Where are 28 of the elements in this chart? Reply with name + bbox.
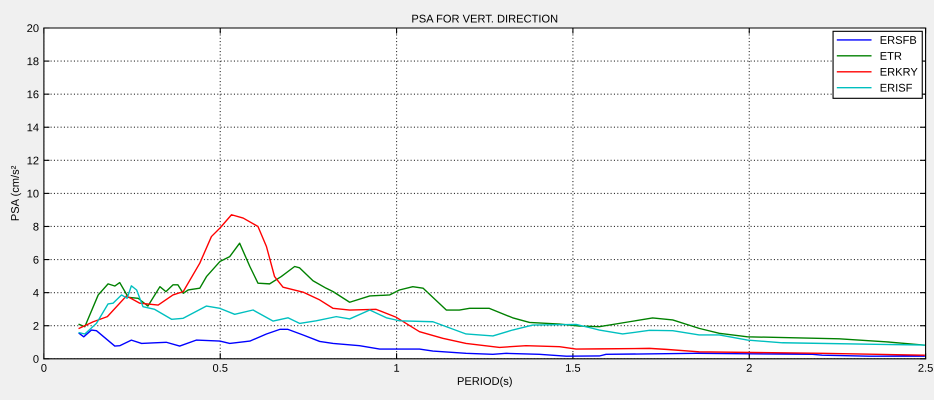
legend-label: ETR [880, 52, 902, 60]
y-tick-label: 14 [28, 124, 39, 132]
x-tick-label: 1 [394, 364, 400, 372]
legend-label: ERKRY [880, 68, 918, 76]
y-axis-title: PSA (cm/s² [10, 166, 22, 220]
y-tick-label: 10 [28, 190, 39, 198]
chart-title: PSA FOR VERT. DIRECTION [412, 14, 558, 23]
y-tick-label: 4 [33, 289, 39, 297]
y-tick-label: 6 [33, 256, 39, 264]
x-tick-label: 0.5 [212, 364, 228, 372]
x-tick-label: 0 [41, 364, 47, 372]
legend-label: ERISF [880, 84, 912, 92]
x-tick-label: 2.5 [918, 364, 933, 372]
y-tick-label: 12 [28, 156, 38, 164]
y-tick-label: 0 [33, 355, 39, 363]
y-tick-label: 2 [33, 322, 38, 330]
y-tick-label: 8 [33, 222, 39, 231]
y-tick-label: 18 [28, 57, 39, 66]
line-series [78, 285, 925, 346]
line-series [78, 328, 925, 357]
line-series [78, 242, 925, 346]
y-tick-label: 20 [27, 24, 39, 32]
x-tick-label: 2 [746, 364, 752, 372]
x-axis-title: PERIOD(s) [458, 376, 512, 388]
legend-label: ERSFB [880, 36, 916, 44]
y-tick-label: 16 [28, 90, 39, 98]
line-series [78, 214, 925, 356]
x-tick-label: 1.5 [566, 364, 580, 372]
